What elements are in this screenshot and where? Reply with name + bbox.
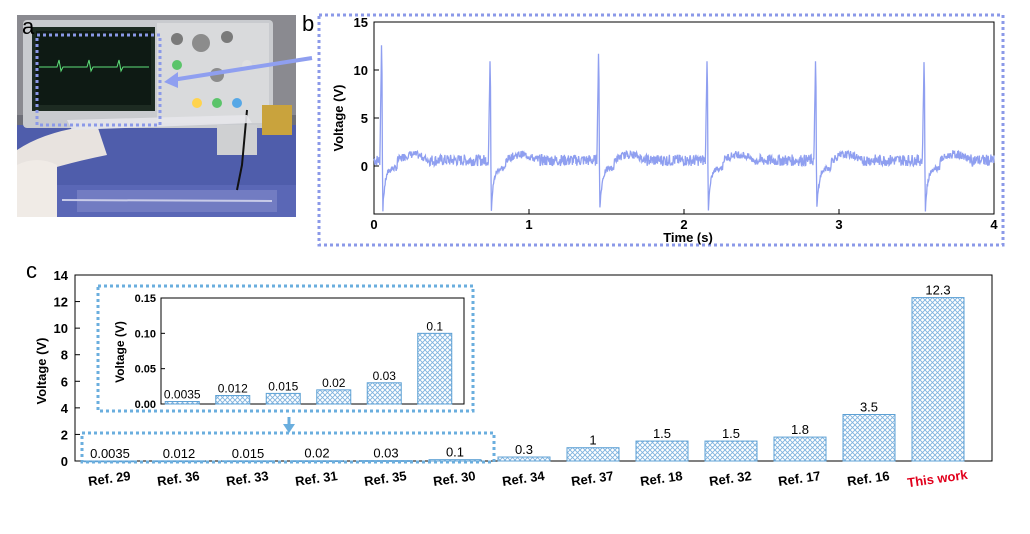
voltage-series-line — [373, 45, 995, 212]
bar-this-work — [911, 297, 965, 462]
inset-bar — [265, 392, 301, 405]
bar-y-tick-label: 6 — [61, 374, 68, 389]
bar-ref-34 — [497, 456, 551, 462]
panel-label-a: a — [22, 14, 35, 39]
inset-y-axis-label: Voltage (V) — [113, 321, 127, 383]
line-y-tick-label: 0 — [361, 159, 368, 174]
bar-value-label: 12.3 — [925, 283, 950, 298]
line-x-tick-label: 1 — [525, 217, 532, 232]
bar-category-label: This work — [906, 467, 969, 490]
bar-category-label: Ref. 31 — [294, 468, 338, 489]
bar-category-label: Ref. 33 — [225, 468, 269, 489]
inset-bar-value-label: 0.012 — [218, 382, 248, 396]
oscilloscope-photo — [17, 15, 296, 217]
inset-bar — [417, 332, 453, 405]
line-x-tick-label: 0 — [370, 217, 377, 232]
bar-category-label: Ref. 36 — [156, 468, 200, 489]
bar-category-label: Ref. 17 — [777, 468, 821, 489]
inset-bar-value-label: 0.0035 — [164, 388, 201, 402]
bar-ref-17 — [773, 436, 827, 462]
bar-y-tick-label: 8 — [61, 348, 68, 363]
connector-arrowhead — [164, 72, 178, 88]
panel-b-frame — [317, 13, 1005, 247]
inset-axes-box — [160, 297, 465, 405]
bar-y-tick-label: 14 — [54, 268, 69, 283]
inset-arrow-head — [283, 424, 295, 433]
bar-category-label: Ref. 32 — [708, 468, 752, 489]
bar-value-label: 1 — [589, 433, 596, 448]
inset-bar-value-label: 0.03 — [373, 369, 397, 383]
bar-value-label: 0.1 — [446, 445, 464, 460]
voltage-time-chart: 0 1 2 3 4 0 5 10 15 Time (s) Voltage (V) — [331, 15, 998, 245]
line-x-tick-label: 2 — [680, 217, 687, 232]
line-x-tick-label: 3 — [835, 217, 842, 232]
bar-category-label: Ref. 37 — [570, 468, 614, 489]
bar-y-tick-label: 2 — [61, 427, 68, 442]
bar-y-tick-label: 4 — [61, 401, 69, 416]
line-y-tick-label: 15 — [354, 15, 368, 30]
inset-bar-value-label: 0.02 — [322, 376, 346, 390]
bar-category-label: Ref. 34 — [501, 468, 546, 489]
line-y-axis-label: Voltage (V) — [331, 85, 346, 152]
bar-ref-37 — [566, 447, 620, 462]
line-y-tick-label: 5 — [361, 111, 368, 126]
bar-value-label: 0.012 — [163, 446, 196, 461]
inset-bar — [215, 395, 251, 405]
inset-y-tick-label: 0.15 — [135, 293, 156, 305]
panel-label-c: c — [26, 258, 37, 283]
bar-value-label: 0.02 — [304, 446, 329, 461]
panel-label-b: b — [302, 11, 315, 36]
line-y-tick-label: 10 — [354, 63, 368, 78]
zoom-connector — [35, 33, 313, 127]
bar-category-label: Ref. 35 — [363, 468, 407, 489]
line-x-axis-label: Time (s) — [663, 230, 713, 245]
inset-y-tick-label: 0.10 — [135, 328, 156, 340]
inset-bar — [164, 401, 200, 405]
bar-value-label: 0.0035 — [90, 446, 130, 461]
inset-bar — [366, 382, 402, 405]
bar-ref-32 — [704, 440, 758, 462]
bar-value-label: 0.3 — [515, 442, 533, 457]
bar-y-axis-label: Voltage (V) — [34, 338, 49, 405]
line-chart-axes-box — [373, 21, 995, 215]
inset-y-tick-label: 0.00 — [135, 399, 156, 411]
inset-bar — [316, 389, 352, 405]
bar-y-tick-label: 0 — [61, 454, 68, 469]
bar-value-label: 3.5 — [860, 400, 878, 415]
bar-category-label: Ref. 18 — [639, 468, 683, 489]
bar-value-label: 1.5 — [722, 426, 740, 441]
inset-bar-value-label: 0.1 — [426, 319, 443, 333]
small-values-highlight-box — [80, 431, 496, 464]
inset-bar-value-label: 0.015 — [268, 379, 298, 393]
bar-value-label: 0.015 — [232, 446, 265, 461]
photo-drawing — [17, 15, 296, 217]
bar-y-tick-label: 10 — [54, 321, 68, 336]
inset-y-tick-label: 0.05 — [135, 364, 156, 376]
bar-ref-18 — [635, 440, 689, 462]
line-x-tick-label: 4 — [990, 217, 998, 232]
bar-value-label: 0.03 — [373, 446, 398, 461]
bar-y-tick-label: 12 — [54, 295, 68, 310]
bar-value-label: 1.8 — [791, 422, 809, 437]
comparison-bar-chart: 0 2 4 6 8 10 12 14 0.0035 Ref. 29 0.012 Ref. 36 0.0… — [34, 268, 993, 490]
bar-category-label: Ref. 29 — [87, 468, 131, 489]
bar-value-label: 1.5 — [653, 426, 671, 441]
bar-category-label: Ref. 30 — [432, 468, 476, 489]
bar-ref-16 — [842, 414, 896, 462]
bar-category-label: Ref. 16 — [846, 468, 890, 489]
